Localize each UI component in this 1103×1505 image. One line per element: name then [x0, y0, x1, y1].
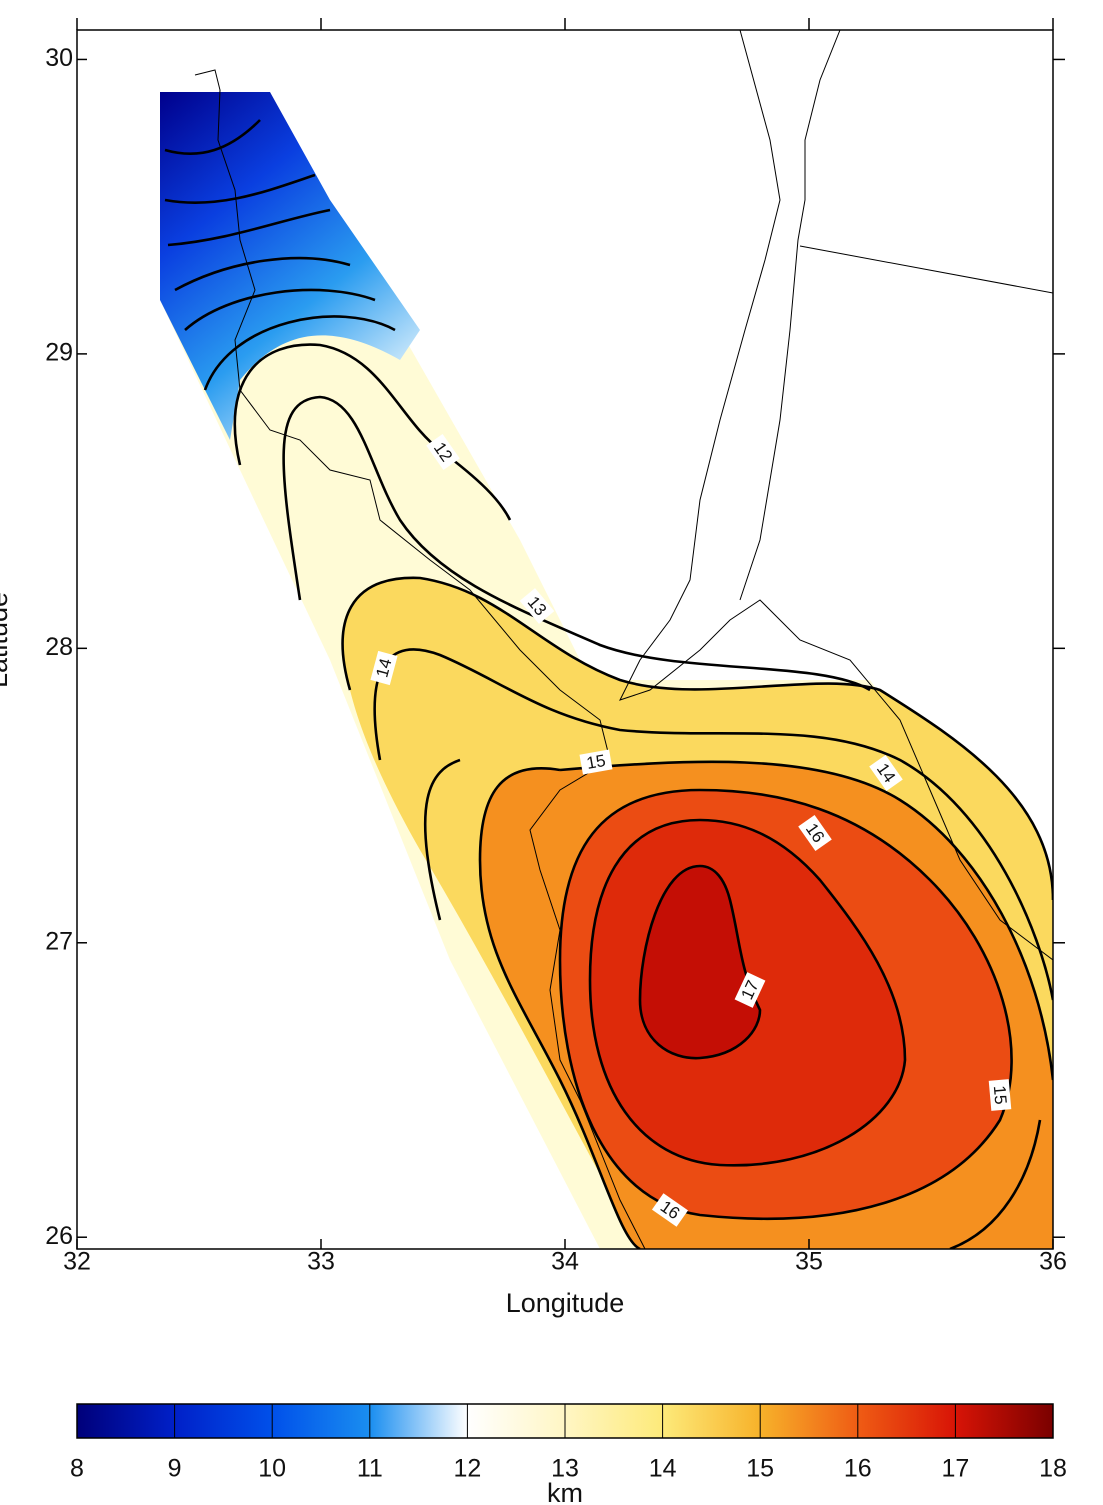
colorbar-tick-label: 15: [746, 1455, 774, 1483]
colorbar-tick-label: 16: [844, 1455, 872, 1483]
contour-line: [184, 288, 376, 331]
contour-label-bg: [370, 650, 398, 686]
contour-line: [478, 767, 641, 1249]
contour-line: [559, 760, 1053, 1081]
contour-label-bg: [869, 754, 903, 792]
contour-line: [164, 173, 316, 204]
contour-label-bg: [651, 1193, 689, 1227]
x-tick-label: 34: [551, 1248, 579, 1276]
map-field: [160, 30, 1053, 1249]
contour-label-text: 14: [372, 656, 395, 679]
contour-label-bg: [579, 749, 613, 775]
contour-label-text: 15: [990, 1085, 1011, 1106]
contour-line: [233, 343, 512, 521]
field-low: [160, 92, 420, 440]
colorbar-tick-label: 8: [70, 1455, 84, 1483]
colorbar-tick-label: 18: [1039, 1455, 1067, 1483]
contour-label: 15: [579, 749, 613, 775]
x-tick-label: 32: [63, 1248, 91, 1276]
border: [799, 245, 1053, 294]
contour-line: [164, 119, 261, 156]
colorbar-tick-label: 10: [258, 1455, 286, 1483]
contour-label-bg: [426, 433, 460, 471]
field-17: [640, 866, 760, 1059]
colorbar-tick-label: 9: [168, 1455, 182, 1483]
x-tick-label: 36: [1039, 1248, 1067, 1276]
contour-label-bg: [988, 1079, 1012, 1111]
y-tick-label: 30: [45, 44, 73, 72]
contour-line: [167, 208, 331, 247]
contour-label: 15: [988, 1079, 1012, 1111]
contour-line: [174, 256, 351, 292]
contour-line: [203, 315, 396, 391]
colorbar-tick-label: 14: [649, 1455, 677, 1483]
contour-line: [341, 576, 1053, 901]
contour-label: 17: [734, 972, 766, 1008]
contours: [164, 119, 1053, 1249]
coastline: [739, 30, 841, 601]
contour-label: 14: [370, 650, 398, 686]
contour-label: 13: [519, 588, 555, 624]
y-tick-label: 29: [45, 338, 73, 366]
contour-line: [423, 758, 1042, 1249]
contour-label-bg: [734, 972, 766, 1008]
colorbar-tick-label: 12: [453, 1455, 481, 1483]
x-tick-label: 35: [795, 1248, 823, 1276]
contour-label-bg: [519, 588, 555, 624]
colorbar-tick-label: 13: [551, 1455, 579, 1483]
coastline: [194, 69, 646, 1249]
contour-label-bg: [798, 814, 832, 852]
y-tick-label: 26: [45, 1222, 73, 1250]
y-axis-label: Latitude: [0, 592, 13, 688]
colorbar-tick-label: 17: [941, 1455, 969, 1483]
y-tick-label: 27: [45, 927, 73, 955]
contour-line: [373, 648, 1053, 1001]
contour-line: [558, 788, 1013, 1221]
y-tick-label: 28: [45, 633, 73, 661]
colorbar-tick-label: 11: [357, 1455, 383, 1483]
coastlines: [194, 30, 1053, 1249]
coastline: [619, 30, 1053, 961]
x-tick-label: 33: [307, 1248, 335, 1276]
contour-line: [588, 818, 907, 1167]
contour-line: [638, 864, 762, 1060]
x-axis-label: Longitude: [506, 1288, 625, 1318]
contour-label-text: 15: [585, 751, 607, 773]
colorbar-label: km: [547, 1478, 583, 1505]
contour-line: [282, 395, 871, 692]
